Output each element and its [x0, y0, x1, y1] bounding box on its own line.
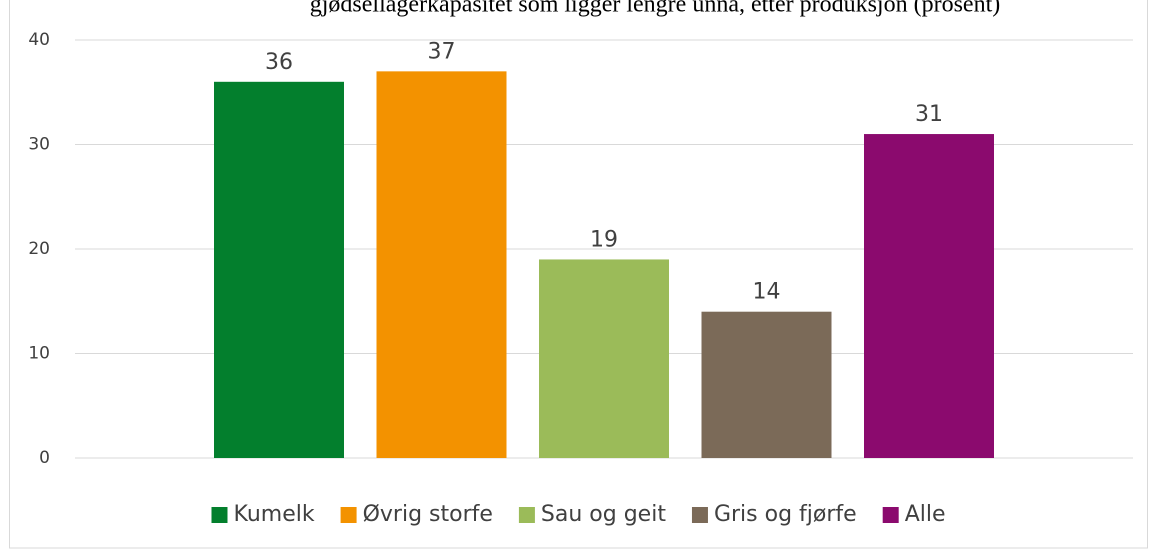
y-tick-label: 0	[39, 448, 50, 468]
legend-item: Kumelk	[211, 502, 315, 527]
bar	[214, 81, 344, 459]
legend-item: Øvrig storfe	[340, 502, 493, 527]
legend-label: Alle	[905, 502, 946, 527]
legend-label: Øvrig storfe	[363, 502, 493, 527]
bar	[864, 134, 994, 459]
bar	[376, 71, 507, 458]
bar	[701, 311, 832, 458]
bar	[539, 259, 669, 458]
legend-item: Alle	[882, 502, 946, 527]
y-tick-label: 30	[28, 135, 50, 155]
legend-swatch	[691, 507, 708, 523]
legend-label: Kumelk	[233, 502, 314, 527]
data-label: 37	[428, 39, 456, 64]
data-label: 14	[753, 280, 781, 305]
legend-swatch	[211, 507, 228, 523]
y-tick-label: 10	[28, 344, 50, 364]
y-tick-label: 40	[28, 30, 50, 50]
chart-title: gjødsellagerkapasitet som ligger lengre …	[310, 0, 1000, 18]
data-label: 31	[915, 102, 943, 127]
legend-swatch	[518, 507, 535, 523]
legend-label: Gris og fjørfe	[714, 502, 857, 527]
legend-label: Sau og geit	[541, 502, 666, 527]
data-label: 36	[265, 50, 293, 75]
legend-swatch	[882, 507, 899, 523]
data-label: 19	[590, 227, 618, 252]
y-tick-label: 20	[28, 239, 50, 259]
legend-item: Gris og fjørfe	[691, 502, 857, 527]
legend-swatch	[340, 507, 357, 523]
legend-item: Sau og geit	[518, 502, 666, 527]
